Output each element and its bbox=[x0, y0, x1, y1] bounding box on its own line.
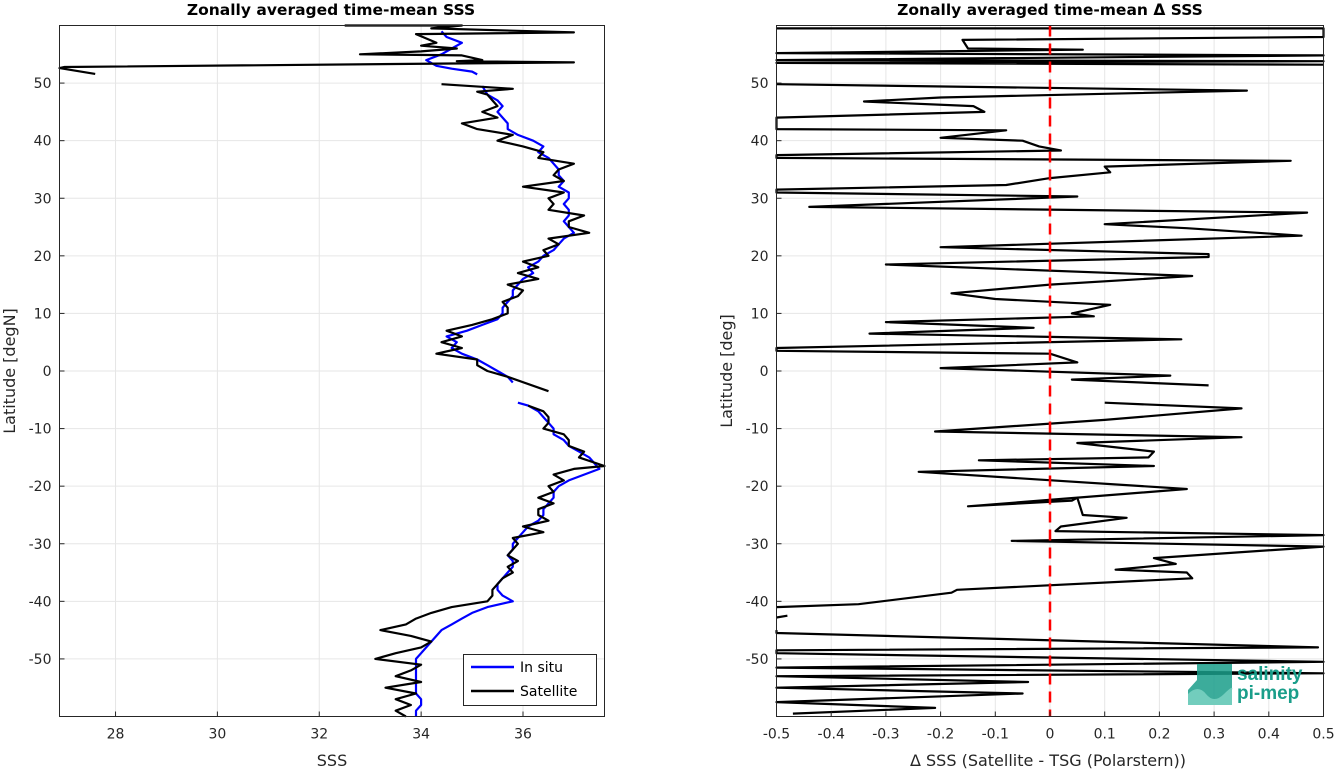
left-x-tick-label: 36 bbox=[514, 727, 532, 743]
right-x-tick-label: -0.4 bbox=[818, 727, 845, 743]
right-y-tick-label: -50 bbox=[746, 652, 769, 668]
right-y-tick-label: -10 bbox=[746, 422, 769, 438]
right-x-tick-label: 0.2 bbox=[1148, 727, 1170, 743]
left-y-tick-label: -30 bbox=[29, 537, 52, 553]
left-satellite-line bbox=[58, 24, 576, 75]
left-x-tick-label: 32 bbox=[310, 727, 328, 743]
left-plot-area bbox=[58, 24, 606, 718]
right-ticks: -0.5 -0.4 -0.3 -0.2 -0.1 0 0.1 0.2 0.3 0.4 0.5 -50 -… bbox=[746, 76, 1335, 742]
right-series-1-line bbox=[776, 401, 1325, 609]
right-y-tick-label: 30 bbox=[751, 191, 769, 207]
left-in-situ-line bbox=[445, 85, 576, 384]
legend-in-situ-label: In situ bbox=[520, 660, 563, 676]
logo-text-line1: salinity bbox=[1237, 664, 1303, 685]
salinity-pi-mep-logo: salinity pi-mep bbox=[1188, 664, 1303, 705]
logo-text-line2: pi-mep bbox=[1237, 683, 1299, 704]
right-y-tick-label: -40 bbox=[746, 594, 769, 610]
left-x-axis-label: SSS bbox=[317, 751, 347, 769]
left-x-tick-label: 30 bbox=[208, 727, 226, 743]
right-y-tick-label: 0 bbox=[760, 364, 769, 380]
right-x-tick-label: -0.1 bbox=[982, 727, 1009, 743]
left-axes-frame bbox=[59, 25, 605, 717]
right-series-1-line bbox=[775, 83, 1309, 387]
left-chart-title: Zonally averaged time-mean SSS bbox=[187, 1, 475, 19]
left-y-tick-label: -40 bbox=[29, 594, 52, 610]
left-y-tick-label: 40 bbox=[34, 134, 52, 150]
right-x-tick-label: 0.1 bbox=[1094, 727, 1116, 743]
right-chart-title: Zonally averaged time-mean Δ SSS bbox=[897, 1, 1203, 19]
legend: In situ Satellite bbox=[463, 654, 597, 706]
right-x-tick-label: 0.3 bbox=[1203, 727, 1225, 743]
right-x-tick-label: -0.5 bbox=[763, 727, 790, 743]
left-y-tick-label: -20 bbox=[29, 479, 52, 495]
left-in-situ-line bbox=[425, 30, 478, 76]
left-x-tick-label: 34 bbox=[412, 727, 430, 743]
logo-mark-wave bbox=[1188, 687, 1233, 705]
right-y-axis-label: Latitude [deg] bbox=[717, 314, 736, 428]
right-x-tick-label: 0.4 bbox=[1258, 727, 1280, 743]
left-y-tick-label: -10 bbox=[29, 422, 52, 438]
left-satellite-line bbox=[374, 404, 606, 718]
right-y-tick-label: -20 bbox=[746, 479, 769, 495]
left-satellite-line bbox=[435, 83, 591, 393]
right-axes-frame bbox=[776, 25, 1324, 717]
right-y-tick-label: 10 bbox=[751, 306, 769, 322]
right-x-tick-label: -0.2 bbox=[927, 727, 954, 743]
right-panel: Zonally averaged time-mean Δ SSS -0.5 -0.… bbox=[717, 1, 1335, 769]
right-y-tick-label: 50 bbox=[751, 76, 769, 92]
left-y-axis-label: Latitude [degN] bbox=[0, 308, 19, 434]
left-ticks: 28 30 32 34 36 -50 -40 -30 -20 -10 0 10 20 30 40 50 bbox=[29, 76, 532, 742]
legend-box bbox=[463, 654, 597, 706]
left-x-tick-label: 28 bbox=[107, 727, 125, 743]
left-y-tick-label: 10 bbox=[34, 306, 52, 322]
legend-satellite-label: Satellite bbox=[520, 684, 577, 700]
right-x-tick-label: 0 bbox=[1046, 727, 1055, 743]
right-y-tick-label: -30 bbox=[746, 537, 769, 553]
right-y-tick-label: 20 bbox=[751, 249, 769, 265]
left-y-tick-label: 20 bbox=[34, 249, 52, 265]
left-y-tick-label: -50 bbox=[29, 652, 52, 668]
right-x-tick-label: 0.5 bbox=[1312, 727, 1334, 743]
left-grid bbox=[59, 25, 605, 717]
left-panel: Zonally averaged time-mean SSS 28 30 32 34 3… bbox=[0, 1, 606, 769]
left-y-tick-label: 0 bbox=[43, 364, 52, 380]
left-y-tick-label: 30 bbox=[34, 191, 52, 207]
right-series-1-line bbox=[776, 614, 788, 619]
right-y-tick-label: 40 bbox=[751, 134, 769, 150]
right-x-axis-label: Δ SSS (Satellite - TSG (Polarstern)) bbox=[910, 751, 1186, 769]
left-y-tick-label: 50 bbox=[34, 76, 52, 92]
right-x-tick-label: -0.3 bbox=[872, 727, 899, 743]
